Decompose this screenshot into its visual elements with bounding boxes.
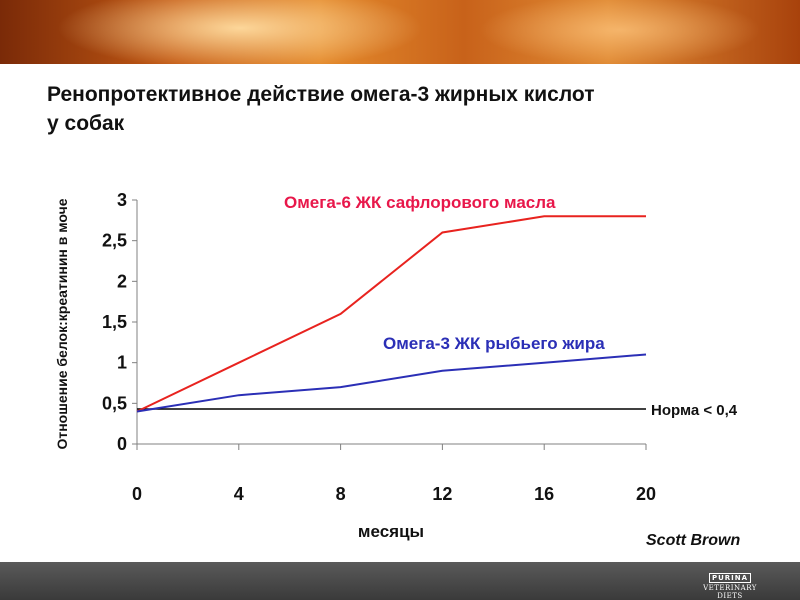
y-tick-label: 0,5	[102, 393, 127, 413]
x-axis-title: месяцы	[358, 522, 424, 541]
y-tick-label: 0	[117, 434, 127, 454]
series-label-omega3: Омега-3 ЖК рыбьего жира	[383, 334, 605, 353]
series-line-1	[136, 215, 646, 413]
logo-line-1: VETERINARY	[703, 584, 757, 592]
reference-line-label: Норма < 0,4	[651, 402, 738, 419]
y-tick-label: 3	[117, 190, 127, 210]
series-line-2	[136, 353, 647, 413]
footer-bar: PURINA VETERINARY DIETS	[0, 562, 800, 600]
purina-logo: PURINA VETERINARY DIETS	[700, 565, 760, 600]
title-line-2: у собак	[47, 112, 125, 135]
y-tick-label: 1	[117, 353, 127, 373]
y-tick-label: 1,5	[102, 312, 127, 332]
y-axis-title: Отношение белок:креатинин в моче	[54, 198, 70, 449]
line-chart: 0 0,5 1 1,5 2 2,5 3 0 4 8 12 16 20 месяцы Отношение бе…	[54, 190, 738, 541]
y-tick-label: 2	[117, 271, 127, 291]
logo-line-2: DIETS	[717, 592, 743, 600]
author-credit: Scott Brown	[646, 532, 741, 549]
header-banner	[0, 0, 800, 64]
y-tick-label: 2,5	[102, 231, 127, 251]
x-tick-label: 16	[534, 484, 554, 504]
logo-brand: PURINA	[708, 573, 752, 583]
x-tick-label: 0	[132, 484, 142, 504]
x-tick-label: 12	[432, 484, 452, 504]
x-tick-label: 20	[636, 484, 656, 504]
title-line-1: Ренопротективное действие омега-3 жирных…	[47, 83, 595, 106]
slide-title: Ренопротективное действие омега-3 жирных…	[47, 80, 767, 138]
x-tick-label: 8	[336, 484, 346, 504]
series-label-omega6: Омега-6 ЖК сафлорового масла	[284, 193, 556, 212]
x-tick-label: 4	[234, 484, 244, 504]
